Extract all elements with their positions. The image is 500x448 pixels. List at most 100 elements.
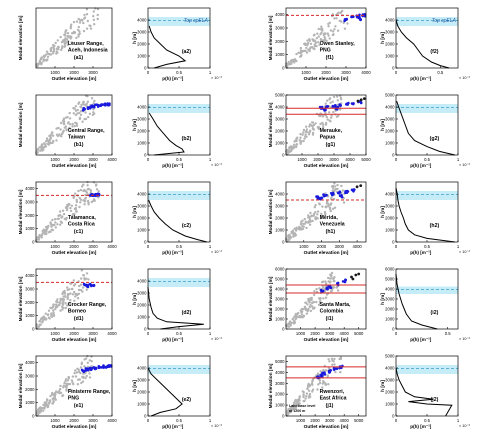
y-tick-label: 2000 <box>137 42 147 47</box>
region-name: Taiwan <box>68 135 85 141</box>
gray-point <box>67 376 70 379</box>
gray-point <box>92 10 96 13</box>
hypsometry-curve <box>395 19 450 69</box>
gray-point <box>316 213 319 216</box>
gray-point <box>43 58 46 62</box>
gray-point <box>75 200 79 204</box>
gray-point <box>78 205 81 209</box>
gray-point <box>323 213 327 216</box>
gray-point <box>295 52 298 56</box>
gray-point <box>46 142 49 145</box>
gray-point <box>55 300 59 303</box>
x-tick-label: 1000 <box>296 331 306 336</box>
profile-y-axis-label: h [m] <box>132 119 138 131</box>
gray-point <box>302 395 305 399</box>
blue-point <box>344 278 347 282</box>
blue-point <box>351 15 355 19</box>
gray-point <box>62 117 66 120</box>
gray-point <box>324 111 327 114</box>
y-tick-label: 3000 <box>25 287 35 292</box>
scatter-plot-g1 <box>284 94 367 156</box>
gray-point <box>314 204 317 207</box>
gray-point <box>297 311 300 315</box>
gray-point <box>79 366 83 369</box>
gray-point <box>52 311 55 314</box>
gray-point <box>301 49 305 53</box>
y-tick-label: 2000 <box>137 216 147 221</box>
x-tick-label: 2000 <box>310 418 320 423</box>
gray-point <box>86 19 90 23</box>
gray-point <box>80 109 83 113</box>
y-tick-label: 5000 <box>385 277 395 282</box>
x-tick-label: 3000 <box>88 418 98 423</box>
gray-point <box>295 317 298 320</box>
blue-point <box>97 366 101 370</box>
scatter-axes-box <box>285 181 367 243</box>
profile-x-axis-label: p(h) [m⁻¹] <box>162 337 184 342</box>
gray-point <box>42 315 45 318</box>
gray-point <box>59 223 62 226</box>
gray-point <box>297 403 301 406</box>
y-tick-label: 3000 <box>385 297 395 302</box>
gray-point <box>299 46 303 50</box>
gray-point <box>66 116 69 119</box>
y-tick-label: 2000 <box>25 300 35 305</box>
gray-point <box>305 312 308 315</box>
panel-label: (f1) <box>326 55 334 61</box>
gray-point <box>65 384 69 387</box>
blue-point <box>330 193 334 197</box>
x-tick-label: 5000 <box>354 331 364 336</box>
gray-point <box>329 29 333 32</box>
gray-point <box>313 33 316 36</box>
gray-point <box>316 388 319 391</box>
gray-point <box>36 409 39 412</box>
gray-point <box>315 287 318 291</box>
gray-point <box>52 393 55 397</box>
gray-point <box>305 130 309 134</box>
gray-point <box>56 223 59 226</box>
region-name: PNG <box>320 48 331 54</box>
gray-point <box>46 313 50 317</box>
gray-point <box>82 375 85 379</box>
gray-point <box>305 395 308 398</box>
ela-band <box>396 17 458 26</box>
top-cpela-label: Top cpELA <box>432 18 457 24</box>
blue-point <box>345 17 349 21</box>
x-tick-label: 0 <box>395 244 398 249</box>
gray-point <box>96 13 99 17</box>
profile-x-axis-label: p(h) [m⁻¹] <box>162 424 184 429</box>
x-tick-label: 0 <box>395 331 398 336</box>
gray-point <box>308 395 312 398</box>
y-tick-label: 3000 <box>385 117 395 122</box>
gray-point <box>315 37 318 40</box>
x-tick-label: 1000 <box>301 70 311 75</box>
blue-point <box>104 366 108 369</box>
gray-point <box>329 116 333 120</box>
gray-point <box>69 206 72 210</box>
region-name: Talamanca, <box>68 215 96 221</box>
black-point <box>363 97 366 100</box>
gray-point <box>286 62 289 66</box>
gray-point <box>302 128 306 132</box>
profile-y-axis-label: h [m] <box>132 32 138 44</box>
gray-point <box>307 214 310 217</box>
gray-point <box>74 375 78 378</box>
gray-point <box>305 128 309 131</box>
gray-point <box>57 126 60 130</box>
gray-point <box>286 234 290 237</box>
gray-point <box>337 114 340 117</box>
x-tick-label: 2000 <box>69 331 79 336</box>
gray-point <box>68 35 72 38</box>
y-tick-label: 1000 <box>275 141 285 146</box>
gray-point <box>81 19 84 22</box>
gray-point <box>62 386 65 389</box>
gray-point <box>72 20 76 24</box>
gray-point <box>54 307 57 311</box>
x-tick-label: 2000 <box>69 157 79 162</box>
y-tick-label: 0 <box>144 414 147 419</box>
gray-point <box>81 290 84 293</box>
gray-point <box>66 293 70 296</box>
gray-point <box>38 146 41 149</box>
ela-band <box>396 286 458 294</box>
gray-point <box>342 21 345 25</box>
